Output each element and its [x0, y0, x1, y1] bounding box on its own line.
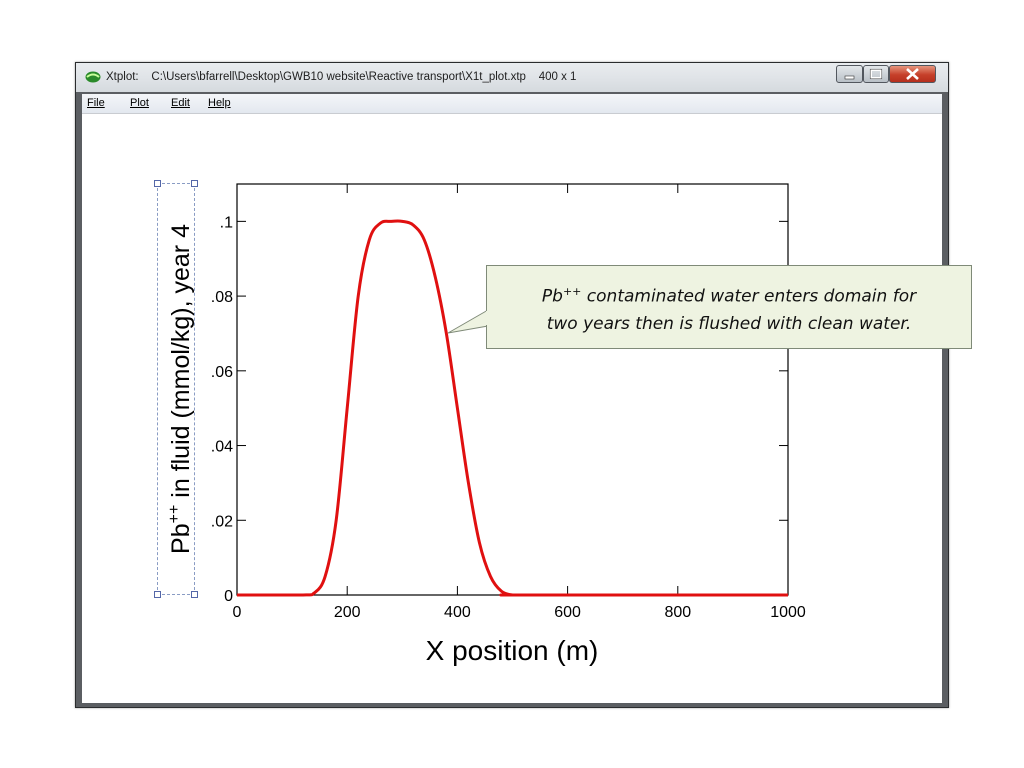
y-tick-label: .06 — [211, 364, 233, 381]
y-tick-label: .04 — [211, 439, 233, 456]
maximize-button[interactable] — [863, 65, 889, 83]
xtplot-app-icon — [85, 71, 101, 83]
minimize-icon — [844, 75, 855, 80]
menu-edit[interactable]: Edit — [171, 97, 190, 109]
x-tick-label: 400 — [444, 604, 471, 621]
x-axis-label: X position (m) — [426, 635, 599, 666]
selection-handle[interactable] — [191, 180, 198, 187]
y-axis-label-selection[interactable] — [154, 180, 198, 598]
plot-area[interactable] — [82, 114, 942, 703]
menu-help[interactable]: Help — [208, 97, 231, 109]
x-tick-label: 0 — [233, 604, 242, 621]
annotation-text: Pb++ contaminated water enters domain fo… — [541, 285, 917, 334]
x-tick-label: 800 — [664, 604, 691, 621]
selection-handle[interactable] — [154, 591, 161, 598]
selection-handle[interactable] — [191, 591, 198, 598]
x-tick-label: 1000 — [770, 604, 806, 621]
x-tick-label: 600 — [554, 604, 581, 621]
series-line — [237, 219, 788, 597]
menu-plot[interactable]: Plot — [130, 97, 149, 109]
plot-frame — [236, 183, 789, 596]
minimize-button[interactable] — [836, 65, 863, 83]
y-tick-label: .08 — [211, 289, 233, 306]
y-tick-label: .1 — [220, 214, 233, 231]
window-title: Xtplot: C:\Users\bfarrell\Desktop\GWB10 … — [106, 71, 577, 83]
maximize-icon — [869, 68, 883, 80]
x-tick-label: 200 — [334, 604, 361, 621]
xtplot-window: Xtplot: C:\Users\bfarrell\Desktop\GWB10 … — [75, 62, 949, 708]
y-tick-label: .02 — [211, 513, 233, 530]
menu-file[interactable]: File — [87, 97, 105, 109]
annotation-callout[interactable]: Pb++ contaminated water enters domain fo… — [486, 265, 972, 349]
selection-handle[interactable] — [154, 180, 161, 187]
close-button[interactable] — [889, 65, 936, 83]
close-icon — [906, 68, 919, 80]
title-bar[interactable]: Xtplot: C:\Users\bfarrell\Desktop\GWB10 … — [76, 63, 948, 92]
y-tick-label: 0 — [224, 588, 233, 605]
menu-bar: File Plot Edit Help — [82, 94, 942, 114]
